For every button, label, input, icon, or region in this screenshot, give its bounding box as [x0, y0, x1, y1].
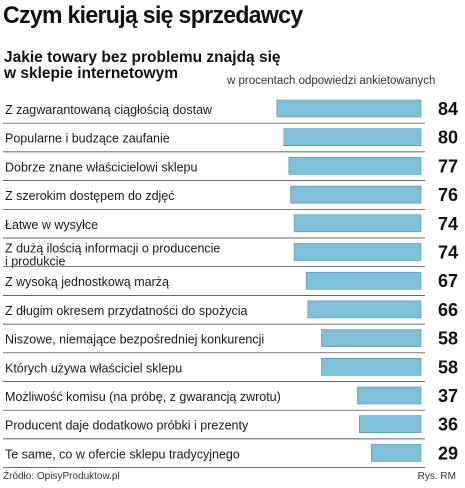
category-label: i produkcie	[5, 255, 65, 269]
category-label: Popularne i budzące zaufanie	[5, 132, 170, 146]
category-label: Z wysoką jednostkową marżą	[5, 275, 169, 289]
bar	[370, 444, 422, 462]
value-label: 74	[438, 214, 458, 234]
category-label: Niszowe, niemające bezpośredniej konkure…	[5, 333, 264, 347]
bar	[307, 300, 422, 319]
chart-title: Czym kierują się sprzedawcy	[3, 2, 303, 29]
bar	[293, 214, 422, 233]
value-label: 76	[438, 185, 458, 205]
category-label: Producent daje dodatkowo próbki i prezen…	[5, 419, 249, 433]
category-label: Z zagwarantowaną ciągłością dostaw	[5, 103, 213, 117]
category-label: Te same, co w ofercie sklepu tradycyjneg…	[5, 447, 240, 461]
category-label: Łatwe w wysyłce	[5, 218, 98, 232]
value-label: 67	[438, 271, 458, 291]
value-label: 66	[438, 300, 458, 320]
bar	[293, 243, 422, 261]
bar	[288, 157, 422, 175]
value-label: 77	[438, 156, 458, 176]
chart-subtitle-line-2: w sklepie internetowym	[4, 65, 178, 82]
bar	[321, 329, 422, 347]
value-label: 37	[438, 386, 458, 406]
bar	[321, 357, 422, 376]
bar	[283, 128, 422, 146]
bar	[305, 271, 422, 290]
value-label: 58	[438, 357, 458, 377]
credit-note: Rys. RM	[417, 471, 456, 482]
value-label: 84	[438, 99, 458, 119]
category-label: Z dużą ilością informacji o producencie	[5, 242, 220, 256]
bar	[290, 185, 422, 204]
value-label: 36	[438, 415, 458, 435]
category-label: Dobrze znane właścicielowi sklepu	[5, 160, 197, 174]
category-label: Z szerokim dostępem do zdjęć	[5, 189, 175, 203]
chart-subtitle-line-1: Jakie towary bez problemu znajdą się	[4, 49, 281, 66]
bar	[276, 99, 422, 118]
value-label: 29	[438, 443, 458, 463]
category-label: Możliwość komisu (na próbę, z gwarancją …	[5, 390, 281, 404]
source-note: Źródło: OpisyProduktow.pl	[3, 471, 120, 482]
unit-note: w procentach odpowiedzi ankietowanych	[227, 75, 436, 87]
value-label: 58	[438, 329, 458, 349]
value-label: 80	[438, 128, 458, 148]
category-label: Których używa właściciel sklepu	[5, 361, 182, 375]
bar	[358, 415, 422, 434]
bar	[357, 386, 422, 405]
value-label: 74	[438, 243, 458, 263]
category-label: Z długim okresem przydatności do spożyci…	[5, 304, 248, 318]
